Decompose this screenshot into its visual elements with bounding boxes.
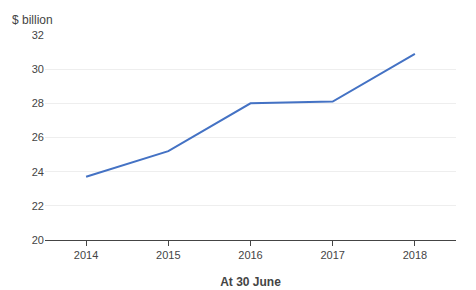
svg-text:30: 30 — [32, 63, 44, 75]
svg-text:28: 28 — [32, 97, 44, 109]
svg-text:2015: 2015 — [156, 249, 180, 261]
svg-text:20: 20 — [32, 234, 44, 246]
svg-text:2016: 2016 — [238, 249, 262, 261]
svg-text:22: 22 — [32, 200, 44, 212]
svg-text:At 30 June: At 30 June — [220, 275, 281, 289]
svg-text:2014: 2014 — [74, 249, 98, 261]
svg-text:26: 26 — [32, 131, 44, 143]
svg-text:$ billion: $ billion — [12, 13, 53, 27]
svg-text:32: 32 — [32, 29, 44, 41]
svg-text:24: 24 — [32, 166, 44, 178]
svg-text:2018: 2018 — [403, 249, 427, 261]
svg-text:2017: 2017 — [320, 249, 344, 261]
